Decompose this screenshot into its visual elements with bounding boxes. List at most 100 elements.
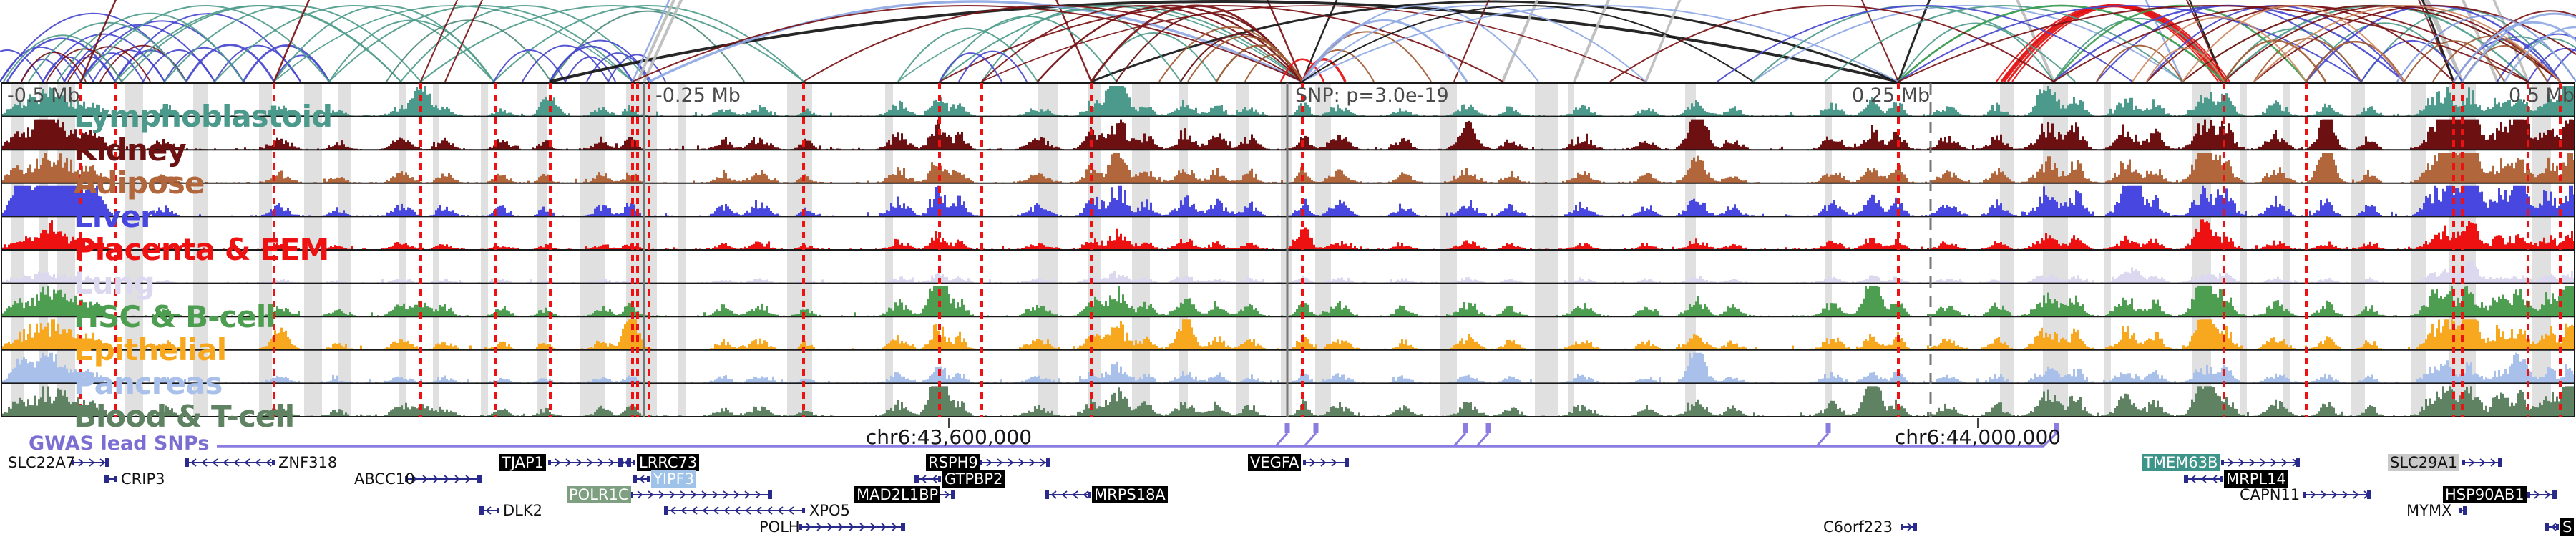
interaction-arc: [2146, 47, 2225, 82]
gene-strand-arrow: [680, 490, 686, 499]
signal-track-adipose[interactable]: [1, 153, 2575, 183]
gene-exon: [479, 506, 484, 515]
interaction-arc: [939, 15, 1117, 82]
gene-strand-arrow: [2260, 458, 2266, 467]
interaction-arc: [328, 19, 494, 82]
gene-strand-arrow: [465, 475, 472, 483]
gene-strand-arrow: [859, 523, 866, 531]
gene-label-rsph9[interactable]: RSPH9: [926, 454, 980, 471]
gwas-snp-marker[interactable]: [1313, 423, 1319, 433]
gene-strand-arrow: [2292, 458, 2298, 467]
gene-label-s[interactable]: S: [2560, 518, 2575, 536]
gene-strand-arrow: [648, 490, 654, 499]
gene-label-tjap1[interactable]: TJAP1: [499, 454, 547, 471]
signal-track-lymphoblastoid[interactable]: [1, 86, 2575, 117]
gene-label-mad2l1bp[interactable]: MAD2L1BP: [854, 486, 941, 503]
gene-strand-arrow: [658, 490, 665, 499]
signal-tracks-panel[interactable]: [0, 82, 2576, 419]
gene-strand-arrow: [691, 506, 698, 515]
gene-exon: [114, 476, 117, 482]
gene-strand-arrow: [1320, 458, 1327, 467]
gene-label-dlk2[interactable]: DLK2: [503, 502, 543, 519]
gene-strand-arrow: [881, 523, 887, 531]
gene-label-mrpl14[interactable]: MRPL14: [2224, 470, 2288, 488]
gene-strand-arrow: [1309, 458, 1316, 467]
gene-label-c6orf223[interactable]: C6orf223: [1823, 518, 1893, 536]
gene-strand-arrow: [637, 490, 643, 499]
signal-track-lung[interactable]: [1, 260, 2575, 284]
gene-strand-arrow: [2321, 490, 2327, 499]
interaction-arc: [420, 5, 804, 82]
interaction-arc: [1898, 5, 2529, 82]
signal-track-blood-t-cell[interactable]: [1, 386, 2575, 417]
gene-label-capn11[interactable]: CAPN11: [2240, 486, 2301, 503]
gene-strand-arrow: [723, 506, 730, 515]
interaction-arc: [2253, 38, 2362, 82]
gene-strand-arrow: [997, 458, 1003, 467]
gene-strand-arrow: [755, 490, 761, 499]
signal-track-kidney[interactable]: [1, 119, 2575, 150]
gene-label-vegfa[interactable]: VEGFA: [1248, 454, 1302, 471]
gene-strand-arrow: [78, 458, 84, 467]
interaction-arc: [79, 0, 1093, 82]
interaction-arc: [114, 13, 301, 82]
gene-exon: [1303, 460, 1306, 465]
gene-label-tmem63b[interactable]: TMEM63B: [2142, 454, 2220, 471]
interaction-arc: [2452, 21, 2576, 82]
gene-exon: [633, 475, 637, 483]
gene-label-crip3[interactable]: CRIP3: [121, 470, 165, 488]
gene-strand-arrow: [244, 458, 250, 467]
gene-exon: [914, 475, 919, 483]
interaction-arc: [2503, 26, 2576, 82]
interaction-arc: [1717, 5, 2133, 82]
signal-track-hsc-b-cell[interactable]: [1, 286, 2575, 317]
gene-strand-arrow: [1072, 490, 1078, 499]
gene-exon: [980, 460, 982, 465]
gene-exon: [1045, 490, 1049, 499]
gene-label-hsp90ab1[interactable]: HSP90AB1: [2443, 486, 2527, 503]
interaction-arc: [2461, 12, 2576, 82]
gene-label-slc29a1[interactable]: SLC29A1: [2388, 454, 2460, 471]
signal-track-pancreas[interactable]: [1, 352, 2575, 384]
gene-strand-arrow: [624, 458, 630, 467]
signal-track-liver[interactable]: [1, 185, 2575, 217]
gene-label-mrps18a[interactable]: MRPS18A: [1092, 486, 1168, 503]
gwas-snp-marker[interactable]: [1463, 423, 1468, 433]
gene-strand-arrow: [669, 490, 675, 499]
gene-label-lrrc73[interactable]: LRRC73: [637, 454, 700, 471]
gwas-snp-marker[interactable]: [1284, 423, 1290, 433]
signal-track-placenta-eem[interactable]: [1, 219, 2575, 250]
gene-label-slc22a7[interactable]: SLC22A7: [8, 454, 76, 471]
gene-label-polh[interactable]: POLH: [759, 518, 800, 536]
gene-strand-arrow: [1018, 458, 1025, 467]
gene-label-abcc10[interactable]: ABCC10: [354, 470, 415, 488]
interaction-arc: [386, 19, 552, 82]
gwas-snp-marker[interactable]: [1825, 423, 1831, 433]
gwas-snp-marker[interactable]: [2054, 423, 2059, 433]
gene-label-yipf3[interactable]: YIPF3: [651, 470, 697, 488]
track-label-adipose: Adipose: [74, 165, 205, 201]
gene-exon: [477, 475, 482, 483]
track-label-hsc-b-cell: HSC & B-cell: [74, 299, 276, 334]
interaction-arc: [444, 0, 2225, 82]
interaction-arc: [2547, 47, 2576, 82]
gene-strand-arrow: [806, 523, 812, 531]
gene-label-znf318[interactable]: ZNF318: [278, 454, 338, 471]
signal-track-epithelial[interactable]: [1, 319, 2575, 350]
track-label-pancreas: Pancreas: [74, 365, 223, 401]
gwas-snp-stem: [1274, 432, 1289, 447]
gene-strand-arrow: [2310, 490, 2316, 499]
gene-strand-arrow: [827, 523, 834, 531]
gene-label-mymx[interactable]: MYMX: [2406, 502, 2452, 519]
gene-label-gtpbp2[interactable]: GTPBP2: [942, 470, 1005, 488]
interaction-arc: [939, 5, 1503, 82]
interaction-arc: [493, 5, 804, 82]
gene-label-polr1c[interactable]: POLR1C: [567, 486, 631, 503]
gene-strand-arrow: [838, 523, 844, 531]
interaction-arc: [958, 50, 1028, 82]
track-label-lymphoblastoid: Lymphoblastoid: [74, 99, 333, 134]
gwas-snp-marker[interactable]: [1485, 423, 1491, 433]
gene-strand-arrow: [233, 458, 240, 467]
gene-strand-arrow: [201, 458, 208, 467]
gene-label-xpo5[interactable]: XPO5: [809, 502, 850, 519]
